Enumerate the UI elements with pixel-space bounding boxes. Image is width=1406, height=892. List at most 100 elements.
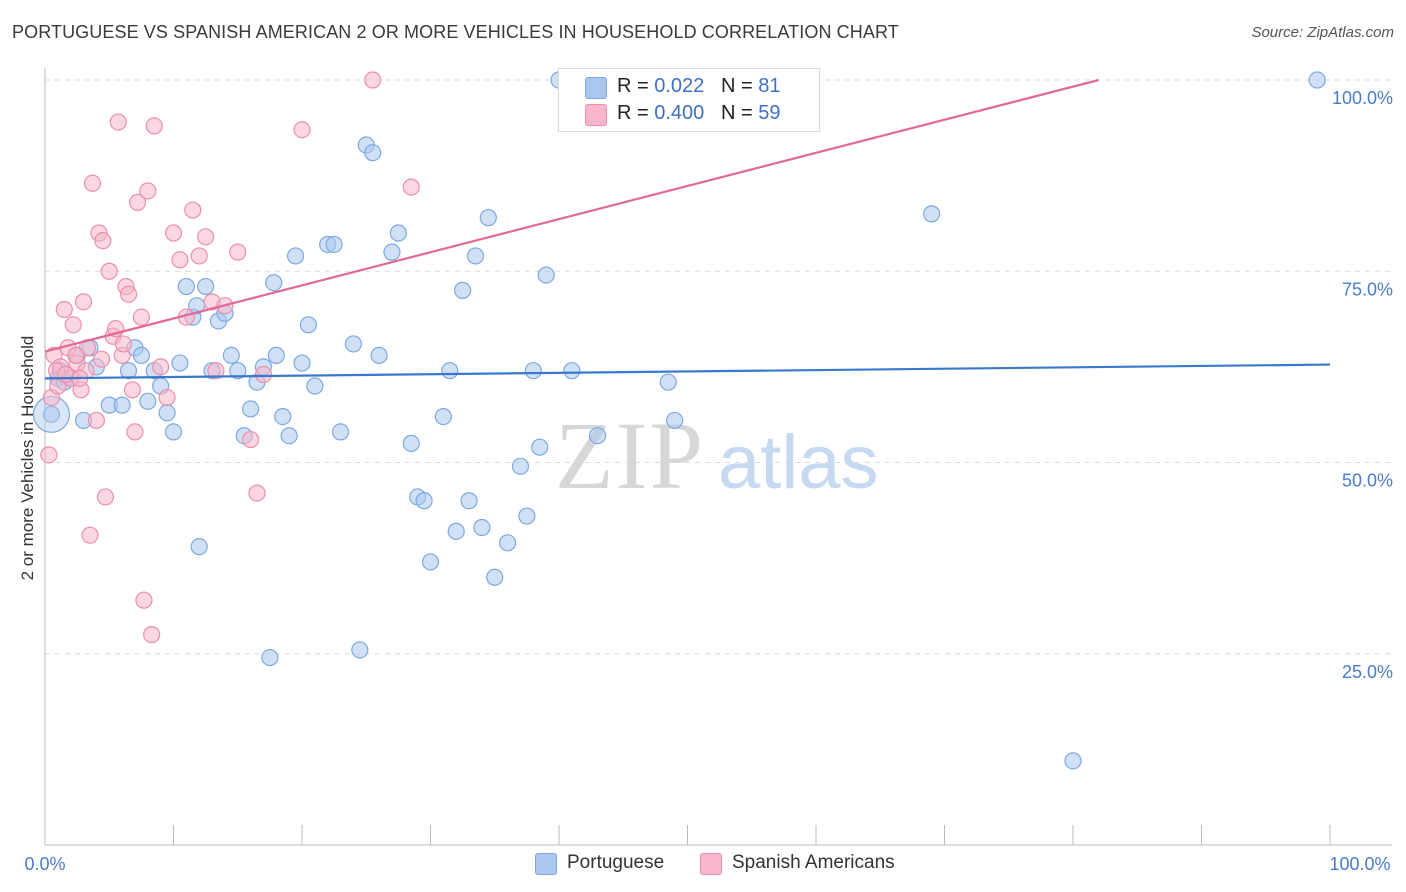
y-tick-label: 75.0% <box>1342 279 1393 299</box>
spanish-americans-points <box>40 71 420 644</box>
data-point <box>254 365 273 384</box>
data-point <box>248 484 266 502</box>
data-point <box>171 354 189 372</box>
data-point <box>473 518 491 537</box>
data-point <box>190 538 208 556</box>
data-point <box>126 423 144 441</box>
data-point <box>415 492 433 510</box>
data-point <box>114 335 132 353</box>
data-point <box>1064 752 1082 770</box>
data-point <box>242 430 260 449</box>
data-point <box>286 247 305 265</box>
legend-n-value: 81 <box>758 75 781 97</box>
legend-r-value: 0.022 <box>654 75 705 97</box>
data-point <box>531 438 549 456</box>
data-point <box>119 285 138 303</box>
data-point <box>100 262 118 280</box>
data-point <box>364 144 382 162</box>
data-point <box>537 266 555 284</box>
data-point <box>143 626 161 644</box>
stats-legend: R = 0.022 N = 81 R = 0.400 N = 59 <box>558 68 820 132</box>
data-point <box>274 408 292 426</box>
data-point <box>67 346 85 364</box>
data-point <box>222 346 240 364</box>
data-point <box>331 423 350 441</box>
data-point <box>325 235 343 254</box>
legend-n-label: N = <box>720 75 753 97</box>
data-point <box>518 507 536 525</box>
data-point <box>460 492 478 510</box>
data-point <box>207 362 225 380</box>
data-point <box>184 201 202 219</box>
data-point <box>139 392 157 410</box>
y-tick-label: 100.0% <box>1332 88 1393 108</box>
data-point <box>306 377 324 395</box>
data-point <box>229 243 247 261</box>
bottom-legend-label: Portuguese <box>567 852 665 873</box>
data-point <box>109 113 127 131</box>
data-point <box>299 316 318 334</box>
data-point <box>132 346 150 364</box>
data-point <box>132 308 150 326</box>
data-point <box>434 408 452 426</box>
data-point <box>92 350 111 368</box>
data-point <box>40 446 58 464</box>
data-point <box>389 224 407 242</box>
data-point <box>511 457 530 475</box>
y-axis-label: 2 or more Vehicles in Household <box>18 336 37 581</box>
tick-labels: 25.0% 50.0% 75.0% 100.0% 0.0% 100.0% <box>24 88 1393 874</box>
data-point <box>197 277 215 296</box>
trend-lines <box>44 78 1331 380</box>
legend-r-label: R = <box>617 75 649 97</box>
data-point <box>158 388 176 407</box>
data-point <box>280 427 298 445</box>
data-point <box>261 648 279 667</box>
data-point <box>421 553 440 571</box>
data-point <box>164 224 183 242</box>
legend-n-label: N = <box>720 102 753 124</box>
data-point <box>344 335 362 353</box>
data-point <box>74 293 93 311</box>
data-point <box>293 121 311 139</box>
data-point <box>441 362 459 380</box>
bottom-legend-swatch-portuguese <box>535 853 557 875</box>
data-point <box>190 247 208 265</box>
data-point <box>479 209 497 227</box>
trend-line <box>44 363 1331 380</box>
data-point <box>351 641 369 659</box>
data-point <box>402 434 420 452</box>
data-point <box>499 534 517 552</box>
x-tick-label: 0.0% <box>24 854 65 874</box>
data-point <box>402 178 420 196</box>
data-point <box>139 182 157 200</box>
data-point <box>267 346 285 364</box>
data-point <box>87 411 106 430</box>
data-point <box>265 274 283 292</box>
legend-r-label: R = <box>617 102 649 124</box>
trend-line <box>44 78 1099 353</box>
data-point <box>171 251 189 269</box>
y-tick-label: 25.0% <box>1342 662 1393 682</box>
data-point <box>383 243 401 261</box>
data-point <box>135 591 153 609</box>
data-point <box>145 117 163 135</box>
portuguese-points <box>32 71 1326 770</box>
legend-swatch-portuguese <box>585 77 607 99</box>
data-point <box>370 346 388 364</box>
data-point <box>666 411 684 430</box>
data-point <box>128 193 147 211</box>
watermark-atlas: atlas <box>718 420 879 505</box>
data-point <box>588 427 607 445</box>
data-point <box>229 362 247 380</box>
bottom-legend-label: Spanish Americans <box>732 852 895 873</box>
data-point <box>55 300 73 319</box>
y-tick-label: 50.0% <box>1342 471 1393 491</box>
bottom-legend-swatch-spanish-americans <box>700 853 722 875</box>
data-point <box>152 358 170 376</box>
data-point <box>56 365 75 384</box>
data-point <box>123 381 141 399</box>
watermark: ZIP atlas <box>555 402 879 509</box>
legend-r-value: 0.400 <box>654 102 705 124</box>
data-point <box>466 247 485 265</box>
data-point <box>659 373 677 391</box>
